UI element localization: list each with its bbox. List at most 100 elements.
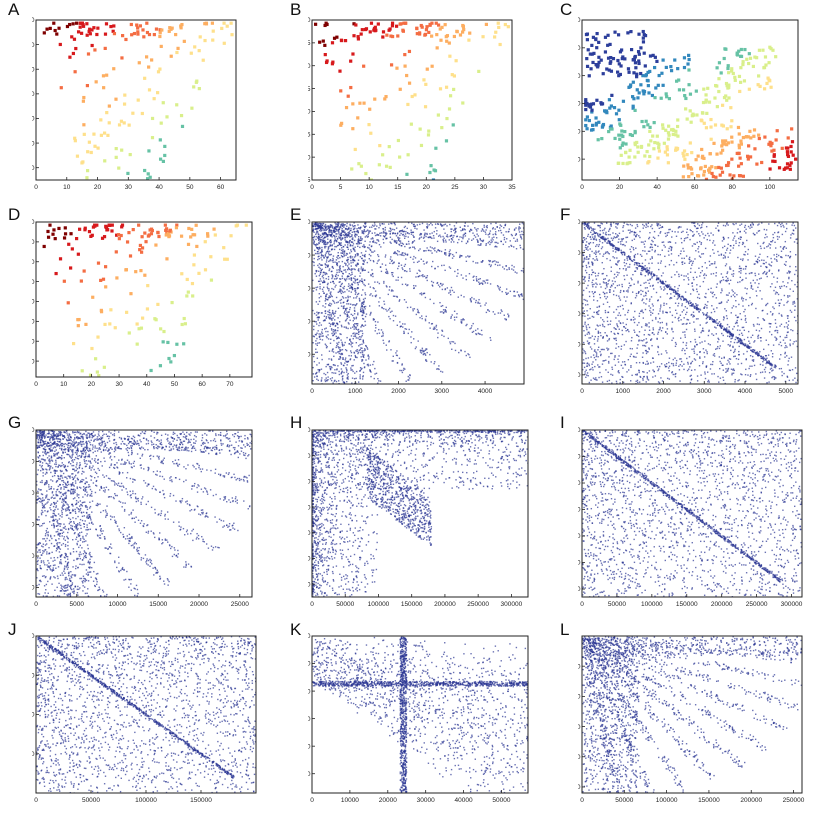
matrix-entry — [157, 234, 161, 239]
matrix-entry — [328, 309, 331, 311]
matrix-entry — [333, 241, 336, 243]
matrix-entry — [446, 225, 448, 227]
matrix-entry — [608, 127, 613, 131]
x-tick-label: 2000 — [391, 388, 406, 395]
matrix-entry — [407, 240, 410, 243]
matrix-entry — [330, 328, 333, 330]
matrix-entry — [721, 325, 723, 327]
matrix-entry — [424, 354, 427, 356]
matrix-entry — [345, 234, 348, 236]
matrix-entry — [345, 241, 347, 243]
matrix-entry — [616, 284, 619, 287]
matrix-entry — [426, 276, 428, 279]
matrix-entry — [405, 172, 409, 176]
matrix-entry — [432, 260, 434, 263]
matrix-entry — [354, 322, 356, 325]
matrix-entry — [321, 264, 324, 266]
matrix-entry — [373, 377, 375, 380]
matrix-entry — [646, 325, 648, 327]
matrix-entry — [656, 224, 658, 226]
matrix-entry — [636, 233, 638, 236]
matrix-entry — [666, 286, 668, 288]
matrix-entry — [415, 285, 417, 287]
matrix-entry — [598, 376, 600, 379]
matrix-entry — [686, 163, 690, 167]
matrix-entry — [447, 236, 449, 238]
matrix-entry — [729, 106, 733, 110]
matrix-entry — [636, 50, 641, 54]
matrix-entry — [406, 270, 408, 273]
matrix-entry — [352, 34, 356, 38]
matrix-entry — [326, 286, 329, 288]
matrix-entry — [748, 129, 752, 133]
matrix-entry — [369, 305, 371, 307]
matrix-entry — [359, 338, 362, 340]
matrix-entry — [330, 41, 335, 45]
matrix-entry — [168, 229, 172, 233]
matrix-entry — [316, 316, 319, 319]
matrix-entry — [697, 251, 700, 253]
matrix-entry — [661, 249, 663, 251]
matrix-entry — [405, 258, 407, 260]
matrix-entry — [348, 316, 350, 318]
matrix-entry — [333, 230, 336, 232]
matrix-entry — [398, 87, 402, 91]
matrix-entry — [322, 254, 324, 257]
matrix-entry — [583, 362, 586, 364]
matrix-entry — [689, 341, 692, 343]
matrix-entry — [666, 352, 668, 354]
matrix-entry — [329, 368, 332, 371]
matrix-entry — [193, 45, 197, 49]
matrix-entry — [465, 278, 468, 281]
matrix-entry — [346, 94, 350, 98]
matrix-entry — [331, 319, 333, 321]
matrix-entry — [448, 292, 450, 294]
matrix-entry — [615, 328, 617, 331]
matrix-entry — [361, 310, 363, 312]
matrix-entry — [328, 230, 330, 232]
matrix-entry — [656, 337, 658, 340]
matrix-entry — [353, 307, 356, 309]
matrix-entry — [77, 317, 81, 322]
matrix-entry — [638, 321, 640, 324]
matrix-entry — [445, 306, 447, 309]
matrix-entry — [369, 314, 371, 316]
matrix-entry — [320, 239, 322, 241]
matrix-entry — [220, 26, 224, 31]
matrix-entry — [375, 327, 377, 329]
matrix-entry — [443, 252, 446, 254]
matrix-entry — [771, 261, 773, 263]
matrix-entry — [364, 344, 367, 347]
matrix-entry — [643, 267, 645, 270]
matrix-entry — [318, 238, 320, 240]
matrix-entry — [354, 255, 357, 257]
matrix-entry — [636, 352, 638, 355]
matrix-entry — [626, 67, 631, 71]
matrix-entry — [431, 232, 433, 234]
matrix-entry — [369, 286, 372, 288]
matrix-entry — [347, 299, 349, 301]
matrix-entry — [331, 226, 334, 228]
matrix-entry — [203, 240, 207, 244]
matrix-entry — [384, 229, 386, 231]
matrix-entry — [763, 55, 768, 59]
matrix-entry — [328, 260, 330, 263]
matrix-entry — [415, 26, 419, 31]
matrix-entry — [625, 262, 628, 265]
matrix-entry — [176, 46, 180, 50]
matrix-entry — [383, 280, 385, 283]
matrix-entry — [63, 226, 67, 230]
matrix-entry — [371, 295, 374, 297]
matrix-entry — [480, 244, 482, 246]
matrix-entry — [347, 327, 349, 330]
matrix-entry — [332, 229, 335, 232]
matrix-entry — [764, 63, 768, 67]
panel-label-B: B — [290, 0, 301, 20]
matrix-entry — [519, 227, 522, 229]
matrix-entry — [337, 244, 340, 246]
matrix-entry — [335, 329, 337, 332]
matrix-entry — [769, 144, 773, 148]
matrix-entry — [737, 281, 739, 284]
matrix-entry — [508, 246, 510, 248]
matrix-entry — [650, 338, 653, 340]
